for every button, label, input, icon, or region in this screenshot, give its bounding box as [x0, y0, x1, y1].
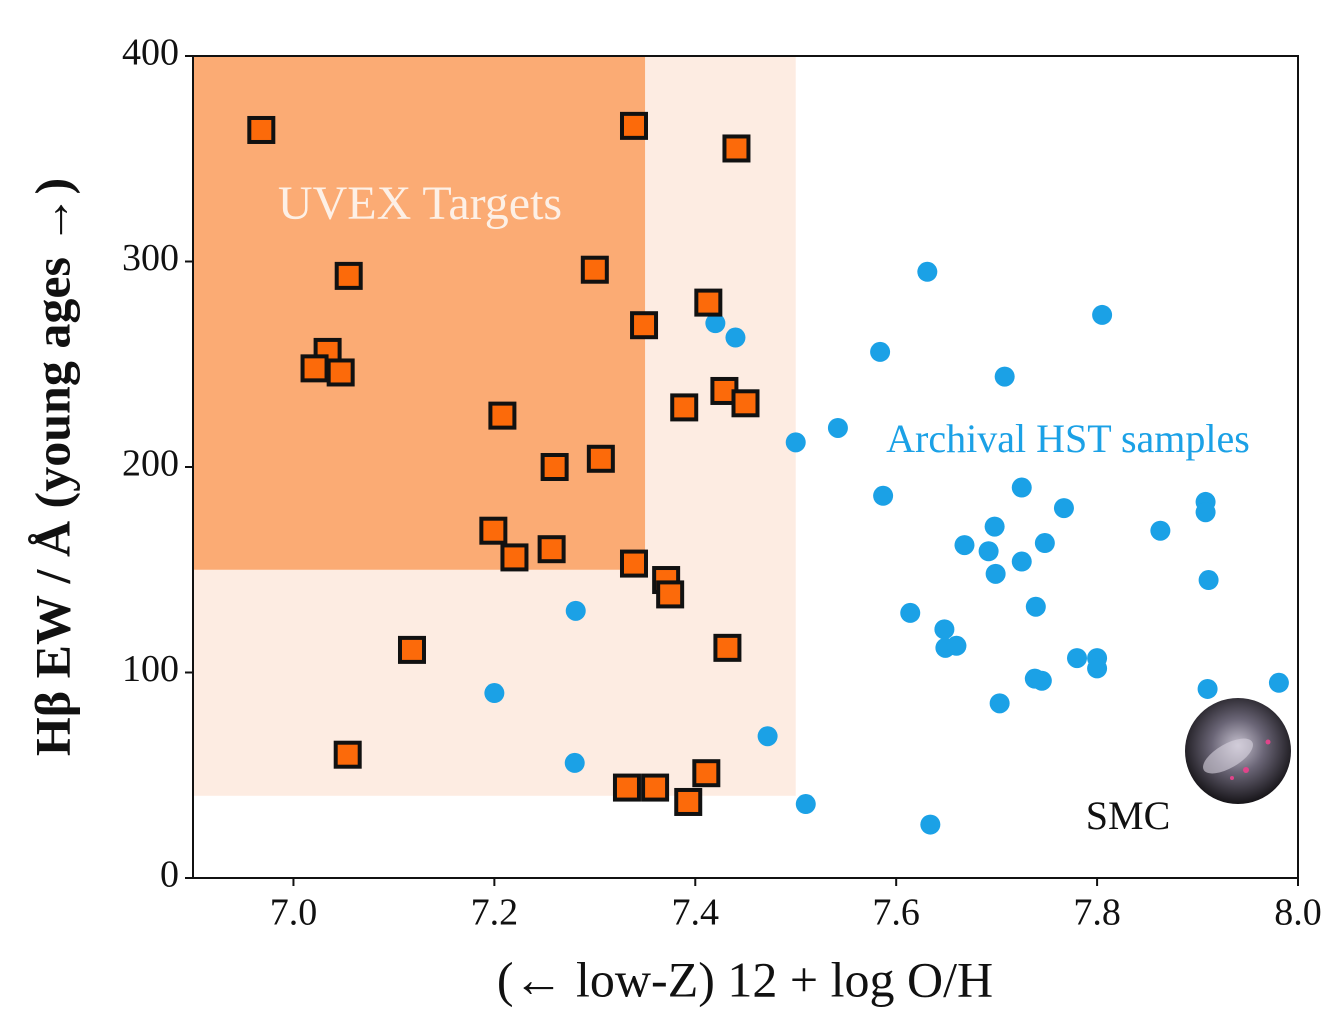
point	[612, 773, 641, 802]
series-label: UVEX Targets	[278, 177, 562, 230]
point	[564, 752, 585, 773]
point	[641, 773, 670, 802]
point	[873, 485, 894, 506]
point	[1067, 648, 1087, 669]
y-axis-label: Hβ EW / Å (young ages →)	[24, 178, 80, 756]
point	[920, 814, 941, 835]
point	[484, 683, 505, 704]
point	[827, 417, 848, 438]
x-tick-label: 7.8	[1073, 892, 1121, 934]
point	[537, 535, 566, 564]
point	[479, 516, 508, 545]
point	[1031, 670, 1052, 691]
x-tick-label: 7.0	[270, 892, 318, 934]
point	[488, 401, 517, 430]
y-tick-label: 0	[160, 854, 179, 896]
point	[985, 563, 1006, 584]
point	[586, 444, 615, 473]
y-tick-label: 300	[122, 237, 179, 279]
y-tick-label: 100	[122, 648, 179, 690]
point	[795, 794, 816, 815]
x-tick-label: 7.6	[872, 892, 920, 934]
point	[1087, 658, 1108, 679]
point	[1150, 520, 1171, 541]
point	[247, 115, 276, 144]
point	[934, 619, 955, 640]
point	[1198, 570, 1219, 591]
point	[946, 635, 967, 656]
point	[1011, 477, 1032, 498]
point	[917, 261, 938, 282]
x-axis-label: (← low-Z) 12 + log O/H	[497, 951, 993, 1007]
point	[500, 543, 529, 572]
point	[1053, 498, 1074, 519]
point	[1025, 596, 1046, 617]
point	[757, 726, 778, 747]
series-label: Archival HST samples	[886, 416, 1250, 461]
point	[989, 693, 1010, 714]
point	[984, 516, 1005, 537]
x-tick-label: 8.0	[1274, 892, 1322, 934]
point	[1268, 672, 1289, 693]
point	[619, 549, 648, 578]
point	[900, 602, 921, 623]
point	[692, 759, 721, 788]
point	[397, 635, 426, 664]
point	[300, 354, 329, 383]
x-tick-label: 7.4	[672, 892, 720, 934]
point	[1092, 304, 1113, 325]
point	[674, 787, 703, 816]
x-tick-label: 7.2	[471, 892, 519, 934]
point	[326, 358, 355, 387]
y-tick-label: 200	[122, 443, 179, 485]
point	[1034, 533, 1055, 554]
point	[540, 453, 569, 481]
smc-image	[1185, 698, 1291, 804]
point	[722, 134, 751, 163]
point	[694, 288, 723, 317]
point	[870, 341, 891, 362]
point	[994, 366, 1015, 387]
point	[713, 633, 742, 662]
point	[670, 393, 699, 422]
point	[978, 541, 999, 562]
point	[580, 255, 609, 284]
point	[334, 261, 363, 290]
point	[725, 327, 746, 348]
point	[656, 580, 685, 609]
annotation: SMC	[1086, 793, 1171, 838]
point	[1197, 678, 1218, 699]
point	[785, 432, 806, 453]
point	[333, 740, 362, 769]
point	[954, 535, 975, 556]
point	[1195, 502, 1216, 523]
point	[1011, 551, 1032, 572]
point	[731, 389, 760, 418]
y-tick-label: 400	[122, 32, 179, 74]
point	[705, 313, 726, 334]
point	[630, 311, 659, 340]
point	[619, 111, 648, 140]
point	[565, 600, 586, 621]
